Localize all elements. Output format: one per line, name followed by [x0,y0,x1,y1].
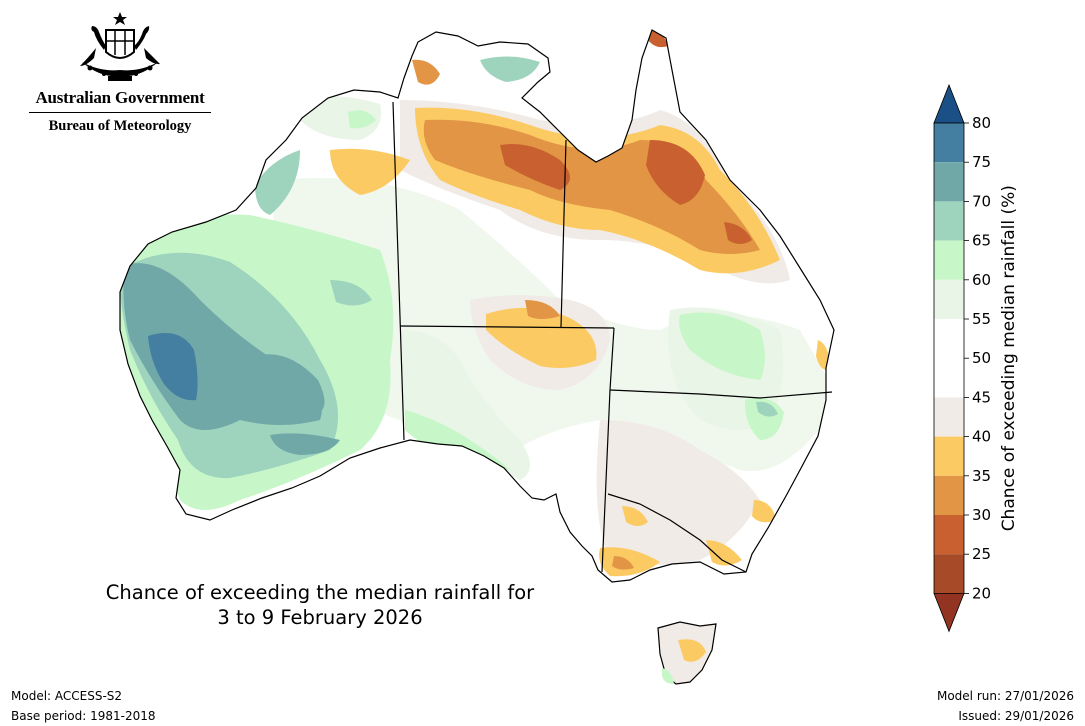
model-name: Model: ACCESS-S2 [11,689,123,703]
legend-tick-label: 45 [972,388,991,406]
legend-tick-label: 75 [972,153,991,171]
legend-tick-label: 20 [972,584,991,602]
map-title-line-1: Chance of exceeding the median rainfall … [105,581,535,604]
legend-tick-label: 55 [972,310,991,328]
legend-axis-label: Chance of exceeding median rainfall (%) [999,185,1019,531]
footer-right: Model run: 27/01/2026 Issued: 29/01/2026 [937,686,1074,726]
map-title: Chance of exceeding the median rainfall … [60,580,580,630]
agency-name: Bureau of Meteorology [48,118,192,134]
legend-tick-label: 25 [972,545,991,563]
legend-tick-label: 80 [972,114,991,132]
legend-colorbar: 80 75 70 65 60 55 50 45 40 35 30 25 20 Chance of exce… [933,83,1019,633]
legend-tick-label: 35 [972,467,991,485]
legend-tick-label: 40 [972,428,991,446]
legend-tick-label: 30 [972,506,991,524]
issued-date: Issued: 29/01/2026 [958,709,1074,723]
legend-bin-35-40 [934,436,964,476]
legend-max-arrow [933,83,965,124]
coat-of-arms-icon [80,12,160,81]
legend-bin-75-80 [934,123,964,163]
legend-bin-70-75 [934,162,964,202]
government-name: Australian Government [35,88,205,107]
legend-bin-60-65 [934,240,964,280]
legend-bin-55-60 [934,279,964,319]
legend-min-arrow [933,593,965,633]
legend-bin-40-45 [934,397,964,437]
legend-bin-30-35 [934,475,964,515]
government-logo: Australian Government Bureau of Meteorol… [20,10,220,140]
state-borders [392,101,833,573]
legend-bin-45-50 [934,358,964,398]
legend-tick-label: 65 [972,232,991,250]
legend-tick-label: 60 [972,271,991,289]
map-title-line-2: 3 to 9 February 2026 [217,606,423,629]
legend-bin-25-30 [934,515,964,555]
logo-divider [29,112,211,113]
model-run-date: Model run: 27/01/2026 [936,689,1074,703]
legend-bin-50-55 [934,319,964,359]
legend-tick-label: 70 [972,192,991,210]
legend-tick-label: 50 [972,349,991,367]
mainland-coastline [119,29,835,583]
base-period: Base period: 1981-2018 [11,709,156,723]
footer-left: Model: ACCESS-S2 Base period: 1981-2018 [11,686,156,726]
legend-bin-65-70 [934,201,964,241]
australia-rainfall-map [119,29,835,685]
legend-bin-20-25 [934,554,964,594]
